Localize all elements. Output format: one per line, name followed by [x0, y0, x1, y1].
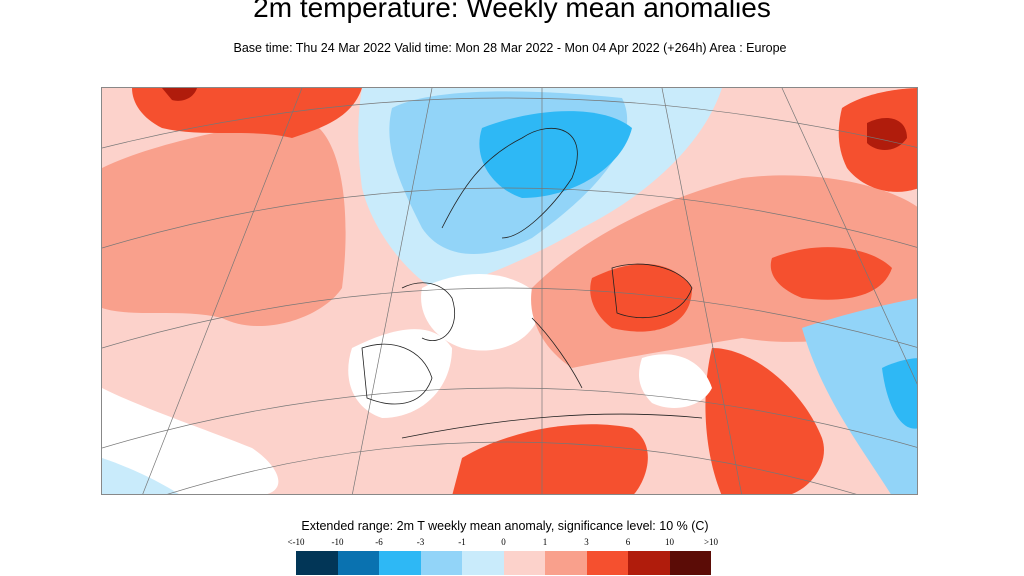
- legend-title: Extended range: 2m T weekly mean anomaly…: [301, 519, 709, 533]
- region-france-neutral: [421, 274, 542, 351]
- legend-colorbar: [296, 551, 711, 575]
- region-iberia-neutral: [348, 329, 452, 418]
- region-middle-east-warm: [705, 348, 824, 494]
- legend-tick: 10: [665, 537, 674, 547]
- region-urals-hot: [867, 118, 907, 150]
- map-svg: [102, 88, 917, 494]
- legend-tick: -6: [375, 537, 383, 547]
- legend-tick: -10: [331, 537, 344, 547]
- legend-tick: 6: [625, 537, 631, 547]
- legend-swatch: [420, 551, 462, 575]
- legend-swatch: [503, 551, 545, 575]
- region-west-atlantic-cold: [102, 458, 179, 494]
- legend-tick: -3: [416, 537, 425, 547]
- legend-swatch: [545, 551, 587, 575]
- legend-tick: 3: [584, 537, 589, 547]
- legend-tick: 0: [501, 537, 506, 547]
- region-central-asia-cold: [802, 298, 917, 494]
- graticule: [102, 88, 917, 494]
- chart-title: 2m temperature: Weekly mean anomalies: [253, 0, 771, 23]
- legend-tick: <-10: [287, 537, 305, 547]
- region-med-neutral: [639, 354, 712, 408]
- anomaly-map: [101, 87, 918, 495]
- legend-swatch: [462, 551, 504, 575]
- chart-subtitle: Base time: Thu 24 Mar 2022 Valid time: M…: [233, 41, 787, 55]
- legend-tick: -1: [458, 537, 466, 547]
- region-central-asia-cold-core: [882, 358, 917, 429]
- legend-swatch: [337, 551, 379, 575]
- legend-swatch: [669, 551, 711, 575]
- legend-tick: 1: [542, 537, 548, 547]
- region-mid-atlantic-neutral: [102, 388, 279, 494]
- region-baltic-cold: [479, 111, 632, 198]
- legend-swatch: [628, 551, 670, 575]
- legend-tick: >10: [703, 537, 719, 547]
- region-russia-warm: [770, 247, 892, 300]
- region-greenland-dark: [162, 88, 197, 101]
- region-greenland-warm: [132, 88, 362, 138]
- region-black-sea-warm: [590, 264, 692, 332]
- legend-swatch: [586, 551, 628, 575]
- legend-ticks: <-10 -10 -6 -3 -1 0 1 3 6 10 >10: [287, 537, 718, 549]
- region-north-atlantic-moderate-warm: [102, 118, 346, 327]
- legend-swatch: [379, 551, 421, 575]
- legend-swatch: [296, 551, 338, 575]
- coastlines: [361, 127, 703, 439]
